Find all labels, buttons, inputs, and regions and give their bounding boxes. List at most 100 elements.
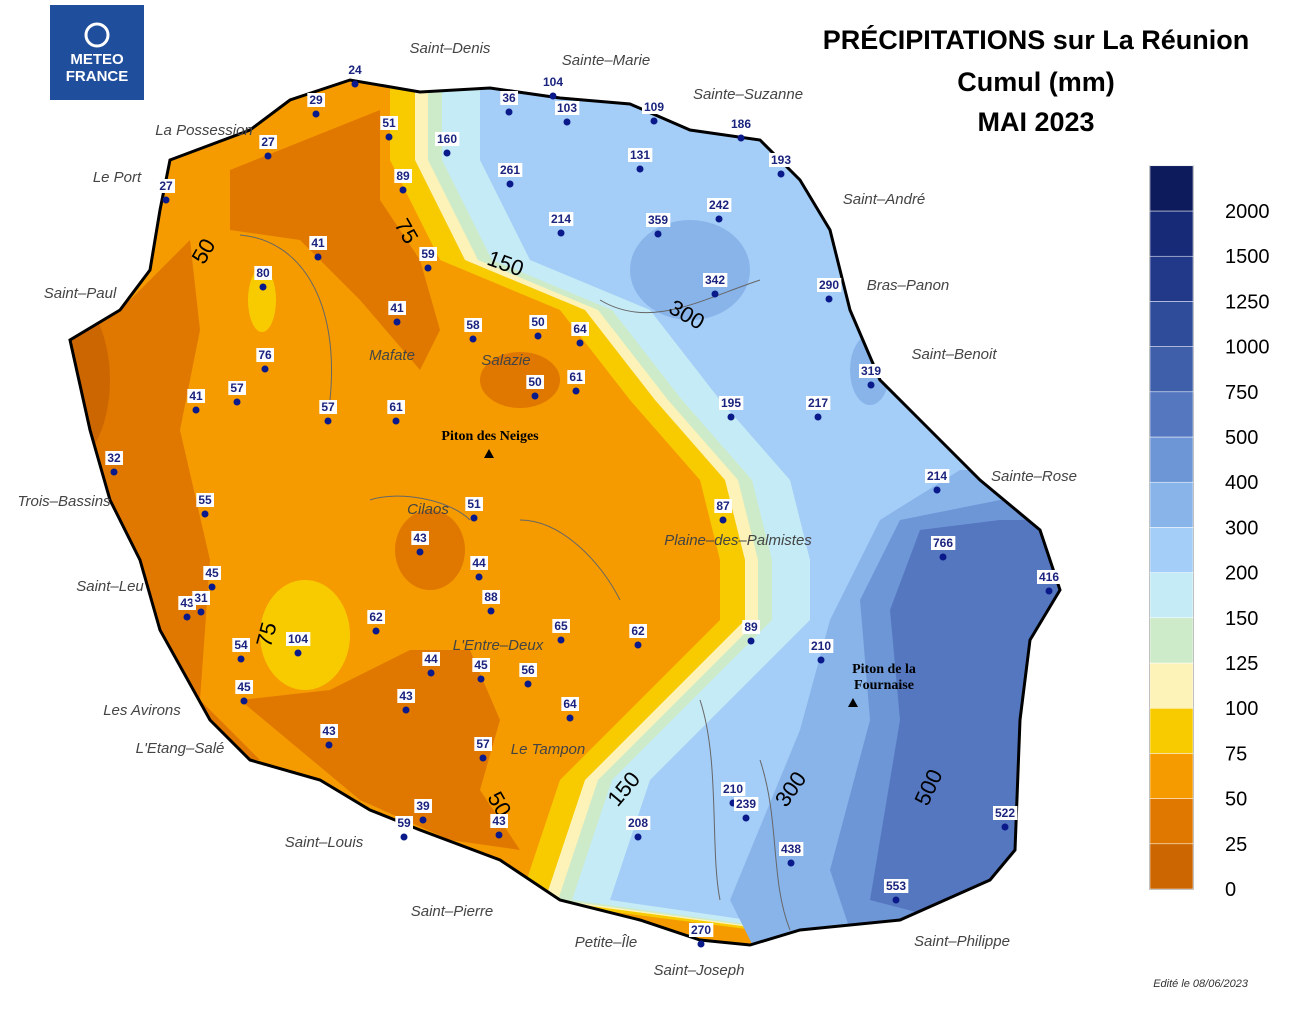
station-value: 270 — [691, 923, 711, 937]
station-label-bg — [728, 117, 754, 131]
station-value: 36 — [502, 91, 516, 105]
station-label-bg — [203, 566, 221, 580]
station-label-bg — [641, 100, 667, 114]
station-value: 80 — [256, 266, 270, 280]
station-label-bg — [645, 213, 671, 227]
station-label-bg — [196, 493, 214, 507]
station-dot — [372, 627, 380, 635]
station-value: 44 — [424, 652, 438, 666]
zone — [395, 510, 465, 590]
legend-label: 500 — [1225, 427, 1258, 449]
station-dot — [325, 741, 333, 749]
station-value: 131 — [630, 148, 650, 162]
station-dot — [531, 392, 539, 400]
station-value: 54 — [234, 638, 248, 652]
station-value: 87 — [716, 499, 730, 513]
station-label-bg — [259, 135, 277, 149]
station-label-bg — [178, 596, 196, 610]
place-label: Saint–Denis — [410, 40, 491, 57]
station-value: 55 — [198, 493, 212, 507]
station-value: 186 — [731, 117, 751, 131]
station-dot — [419, 816, 427, 824]
station-value: 522 — [995, 806, 1015, 820]
station-label-bg — [571, 322, 589, 336]
station-dot — [477, 675, 485, 683]
place-label: Saint–Paul — [44, 285, 117, 302]
place-label: Saint–Philippe — [914, 933, 1010, 950]
station-value: 342 — [705, 273, 725, 287]
legend-swatch — [1149, 165, 1194, 212]
legend-label: 750 — [1225, 382, 1258, 404]
station-value: 43 — [322, 724, 336, 738]
station-dot — [939, 553, 947, 561]
station-label-bg — [367, 610, 385, 624]
legend-label: 1000 — [1225, 337, 1270, 359]
legend-swatch — [1149, 255, 1194, 302]
station-label-bg — [526, 375, 544, 389]
station-label-bg — [380, 116, 398, 130]
station-label-bg — [778, 842, 804, 856]
station-value: 62 — [631, 624, 645, 638]
station-dot — [495, 831, 503, 839]
station-label-bg — [805, 396, 831, 410]
place-label: Saint–André — [843, 191, 926, 208]
logo-text: METEO — [70, 51, 124, 68]
station-value: 45 — [237, 680, 251, 694]
station-label-bg — [320, 724, 338, 738]
footer: Edité le 08/06/2023 — [1153, 978, 1249, 990]
station-value: 57 — [476, 737, 490, 751]
station-value: 61 — [389, 400, 403, 414]
station-value: 58 — [466, 318, 480, 332]
station-label-bg — [552, 619, 570, 633]
place-label: Cilaos — [407, 501, 449, 518]
station-dot — [549, 92, 557, 100]
station-dot — [351, 80, 359, 88]
station-label-bg — [930, 536, 956, 550]
logo — [50, 5, 144, 100]
station-value: 89 — [744, 620, 758, 634]
station-label-bg — [414, 799, 432, 813]
station-label-bg — [482, 590, 500, 604]
place-label: Saint–Joseph — [654, 962, 745, 979]
zone — [240, 650, 520, 850]
station-dot — [634, 641, 642, 649]
station-value: 32 — [107, 451, 121, 465]
legend-swatch — [1149, 391, 1194, 438]
station-label-bg — [474, 737, 492, 751]
legend-swatch — [1149, 753, 1194, 799]
place-label: Salazie — [481, 352, 530, 369]
station-label-bg — [561, 697, 579, 711]
station-dot — [654, 230, 662, 238]
station-label-bg — [394, 169, 412, 183]
station-value: 41 — [311, 236, 325, 250]
legend-swatch — [1149, 346, 1194, 393]
legend-swatch — [1149, 527, 1194, 573]
station-label-bg — [187, 389, 205, 403]
place-label: L'Entre–Deux — [453, 637, 544, 654]
station-value: 57 — [321, 400, 335, 414]
station-dot — [697, 940, 705, 948]
station-label-bg — [254, 266, 272, 280]
station-value: 41 — [189, 389, 203, 403]
station-label-bg — [816, 278, 842, 292]
station-label-bg — [733, 797, 759, 811]
legend-label: 300 — [1225, 517, 1258, 539]
place-label: L'Etang–Salé — [136, 740, 225, 757]
station-label-bg — [1036, 570, 1062, 584]
station-value: 319 — [861, 364, 881, 378]
station-value: 39 — [416, 799, 430, 813]
station-value: 44 — [472, 556, 486, 570]
station-value: 62 — [369, 610, 383, 624]
legend-label: 100 — [1225, 698, 1258, 720]
station-dot — [469, 335, 477, 343]
station-value: 766 — [933, 536, 953, 550]
title: PRÉCIPITATIONS sur La Réunion — [823, 24, 1250, 55]
station-dot — [392, 417, 400, 425]
legend-swatch — [1149, 572, 1194, 619]
station-label-bg — [388, 301, 406, 315]
station-value: 193 — [771, 153, 791, 167]
station-dot — [711, 290, 719, 298]
station-dot — [314, 253, 322, 261]
legend-swatch — [1149, 481, 1194, 528]
station-value: 109 — [644, 100, 664, 114]
